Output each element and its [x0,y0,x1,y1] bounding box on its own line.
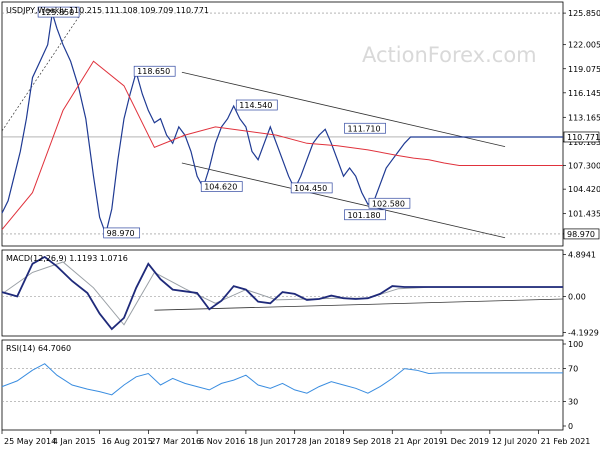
level-label-box [103,227,141,239]
price-tick-label: 107.300 [568,161,600,170]
price-tick-label: 119.075 [568,65,600,74]
level-label: 114.540 [235,99,278,111]
macd-line [1,255,563,331]
rsi-tick-label: 30 [568,397,578,406]
x-tick-label: 4 Jan 2015 [53,437,96,446]
level-label: 102.580 [368,197,411,209]
x-tick-label: 1 Dec 2019 [443,437,489,446]
price-tick-label: 122.005 [568,41,600,50]
price-tick-label: 104.420 [568,185,600,194]
rsi-tick-label: 0 [568,422,573,431]
x-tick-label: 6 Nov 2016 [199,437,245,446]
price-panel-title: USDJPY,Weekly 110.215 111.108 109.709 11… [6,6,209,15]
level-label-box [368,197,411,209]
level-label-text: 118.650 [137,67,170,76]
x-tick-label: 27 Mar 2016 [150,437,201,446]
macd-trend-line [154,298,564,311]
price-panel: 125.850122.005119.075116.145113.165110.1… [1,6,600,240]
last-price-label: 110.771 [567,133,600,142]
x-tick-label: 16 Aug 2015 [102,437,153,446]
x-tick-label: 25 May 2014 [4,437,56,446]
macd-tick-label: -4.1929 [568,328,599,337]
level-label-text: 102.580 [372,199,405,208]
price-tick-label: 125.850 [568,9,600,18]
level-label-box [37,6,80,18]
level-label-box [133,65,176,77]
price-series-line [1,12,563,236]
level-label-box [344,209,386,221]
price-ref-tag [563,228,600,240]
watermark: ActionForex.com [362,43,537,67]
x-tick-label: 12 Jul 2020 [492,437,537,446]
macd-tick-label: 0.00 [568,292,586,301]
rsi-panel: 100 70 30 0 [1,340,583,431]
level-label-text: 125.850 [41,8,74,17]
macd-panel-title: MACD(12,26,9) 1.1193 1.0716 [6,254,128,263]
level-label-text: 114.540 [239,101,272,110]
x-tick-label: 21 Apr 2019 [394,437,443,446]
level-label-text: 101.180 [348,211,381,220]
level-label-box [235,99,278,111]
price-ref-label: 98.970 [567,230,595,239]
sma-series-line [1,60,563,230]
rsi-tick-label: 70 [568,365,578,374]
level-label-box [344,122,386,134]
rsi-line [1,363,563,396]
level-label: 98.970 [103,227,141,239]
level-label-text: 98.970 [107,229,135,238]
rsi-panel-title: RSI(14) 64.7060 [6,344,71,353]
channel-line [181,162,506,239]
x-tick-label: 9 Sep 2018 [345,437,391,446]
level-label: 125.850 [37,6,80,18]
level-label: 104.450 [290,182,333,194]
level-label-text: 104.450 [294,184,327,193]
channel-line [181,71,506,147]
price-tick-label: 113.165 [568,113,600,122]
x-tick-label: 21 Feb 2021 [541,437,591,446]
level-label: 118.650 [133,65,176,77]
rsi-panel-frame [1,339,564,431]
price-panel-frame [1,1,564,247]
macd-tick-label: 4.8941 [568,250,596,259]
x-tick-label: 28 Jan 2018 [297,437,345,446]
x-tick-label: 18 Jun 2017 [248,437,296,446]
price-tick-label: 101.435 [568,210,600,219]
level-label: 104.620 [200,181,243,192]
level-label-text: 111.710 [348,124,381,133]
last-price-tag [563,131,600,143]
macd-panel: 4.8941 0.00 -4.1929 [1,250,599,337]
rsi-tick-label: 100 [568,340,583,349]
level-label: 101.180 [344,209,386,221]
level-label-box [290,182,333,194]
level-label-text: 104.620 [204,183,237,192]
price-tick-label: 116.145 [568,89,600,98]
level-label-box [200,181,243,192]
level-label: 111.710 [344,122,386,134]
